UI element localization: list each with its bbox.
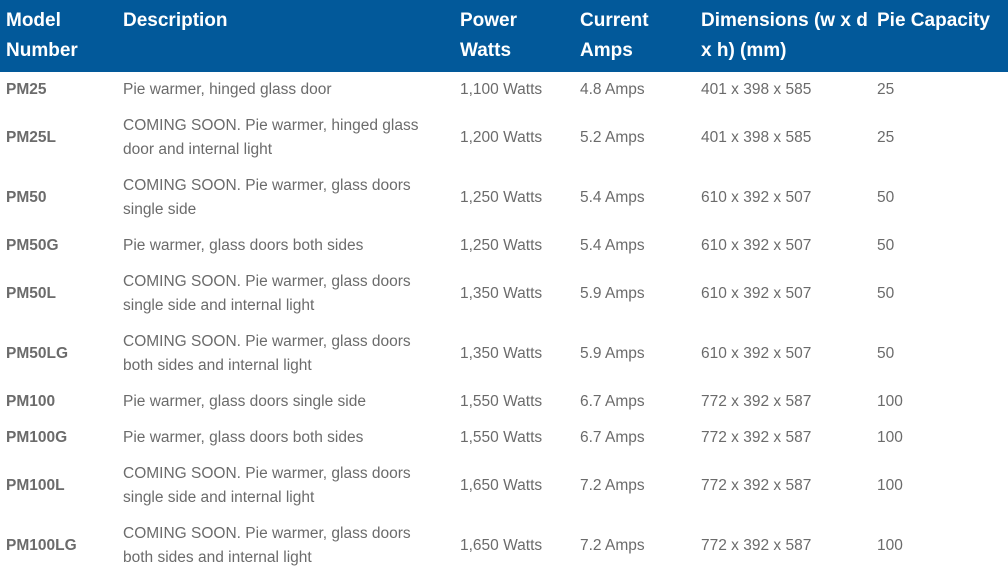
dimensions-cell: 772 x 392 x 587 [701,537,812,554]
model-cell: PM100LG [6,537,77,554]
power-cell: 1,550 Watts [460,393,543,410]
power-cell: 1,100 Watts [460,81,543,98]
power-cell: 1,250 Watts [460,237,543,254]
model-cell: PM100G [6,429,68,446]
header-description: Description [117,0,454,72]
current-cell: 7.2 Amps [580,537,645,554]
current-cell: 5.9 Amps [580,345,645,362]
dimensions-cell: 610 x 392 x 507 [701,285,812,302]
table-row: PM100LG COMING SOON. Pie warmer, glass do… [0,516,1008,576]
description-cell: COMING SOON. Pie warmer, hinged glass do… [123,117,419,158]
table-row: PM100L COMING SOON. Pie warmer, glass doo… [0,456,1008,516]
dimensions-cell: 401 x 398 x 585 [701,81,812,98]
power-cell: 1,200 Watts [460,129,543,146]
current-cell: 5.4 Amps [580,189,645,206]
model-cell: PM50LG [6,345,69,362]
dimensions-cell: 401 x 398 x 585 [701,129,812,146]
capacity-cell: 100 [877,537,903,554]
power-cell: 1,250 Watts [460,189,543,206]
model-cell: PM100 [6,393,56,410]
description-cell: Pie warmer, glass doors single side [123,393,366,410]
power-cell: 1,350 Watts [460,345,543,362]
description-cell: COMING SOON. Pie warmer, glass doors sin… [123,177,411,218]
table-row: PM25L COMING SOON. Pie warmer, hinged gla… [0,108,1008,168]
model-cell: PM25 [6,81,47,98]
table-row: PM100G Pie warmer, glass doors both sides… [0,420,1008,456]
description-cell: COMING SOON. Pie warmer, glass doors bot… [123,525,411,566]
description-cell: COMING SOON. Pie warmer, glass doors sin… [123,465,411,506]
description-cell: COMING SOON. Pie warmer, glass doors sin… [123,273,411,314]
model-cell: PM50G [6,237,59,254]
capacity-cell: 25 [877,129,895,146]
current-cell: 5.4 Amps [580,237,645,254]
table-row: PM50G Pie warmer, glass doors both sides 1… [0,228,1008,264]
capacity-cell: 50 [877,189,895,206]
power-cell: 1,350 Watts [460,285,543,302]
dimensions-cell: 610 x 392 x 507 [701,189,812,206]
header-current: Current Amps [574,0,695,72]
table-row: PM50 COMING SOON. Pie warmer, glass doors… [0,168,1008,228]
model-cell: PM100L [6,477,65,494]
current-cell: 6.7 Amps [580,429,645,446]
table-row: PM50LG COMING SOON. Pie warmer, glass doo… [0,324,1008,384]
description-cell: Pie warmer, glass doors both sides [123,237,364,254]
capacity-cell: 100 [877,393,903,410]
current-cell: 5.2 Amps [580,129,645,146]
table-row: PM100 Pie warmer, glass doors single side… [0,384,1008,420]
current-cell: 7.2 Amps [580,477,645,494]
header-pie-capacity: Pie Capacity [871,0,1008,72]
table-row: PM50L COMING SOON. Pie warmer, glass door… [0,264,1008,324]
description-cell: Pie warmer, hinged glass door [123,81,332,98]
dimensions-cell: 772 x 392 x 587 [701,393,812,410]
power-cell: 1,550 Watts [460,429,543,446]
capacity-cell: 25 [877,81,895,98]
table-row: PM25 Pie warmer, hinged glass door 1,100 W… [0,72,1008,108]
description-cell: COMING SOON. Pie warmer, glass doors bot… [123,333,411,374]
header-dimensions: Dimensions (w x d x h) (mm) [695,0,871,72]
model-cell: PM25L [6,129,56,146]
current-cell: 4.8 Amps [580,81,645,98]
current-cell: 6.7 Amps [580,393,645,410]
dimensions-cell: 772 x 392 x 587 [701,477,812,494]
header-row: Model Number Description Power Watts Cur… [0,0,1008,72]
power-cell: 1,650 Watts [460,477,543,494]
header-power: Power Watts [454,0,574,72]
capacity-cell: 100 [877,429,903,446]
dimensions-cell: 610 x 392 x 507 [701,237,812,254]
power-cell: 1,650 Watts [460,537,543,554]
capacity-cell: 50 [877,345,895,362]
capacity-cell: 50 [877,237,895,254]
model-cell: PM50L [6,285,56,302]
dimensions-cell: 772 x 392 x 587 [701,429,812,446]
description-cell: Pie warmer, glass doors both sides [123,429,364,446]
capacity-cell: 50 [877,285,895,302]
current-cell: 5.9 Amps [580,285,645,302]
model-cell: PM50 [6,189,47,206]
header-model-number: Model Number [0,0,117,72]
capacity-cell: 100 [877,477,903,494]
dimensions-cell: 610 x 392 x 507 [701,345,812,362]
